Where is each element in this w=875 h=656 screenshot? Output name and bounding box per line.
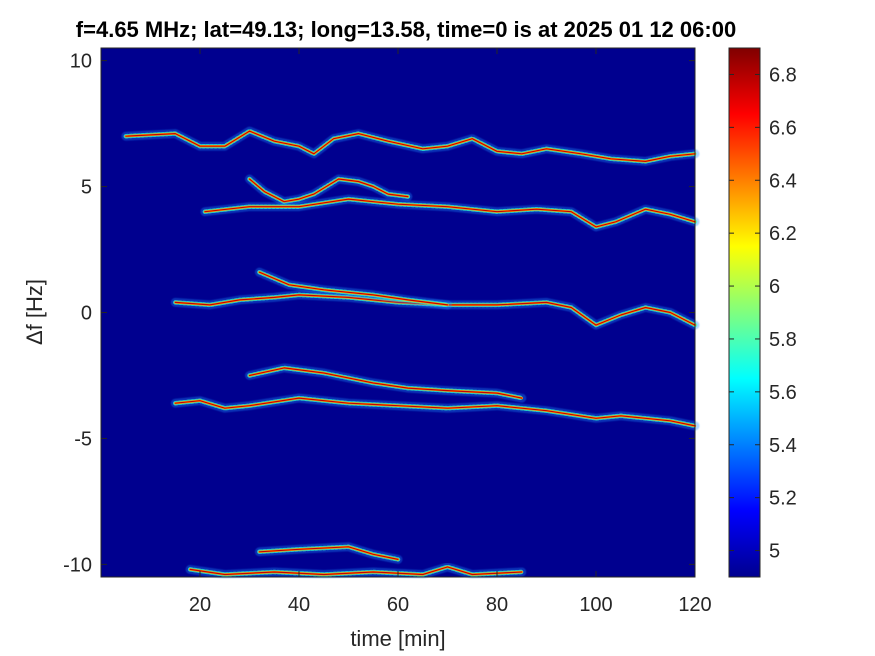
trace-d [170,290,700,330]
trace-i-core [258,546,399,560]
trace-h [185,562,527,579]
y-tick-label: -5 [74,428,92,450]
trace-e-core [258,271,449,306]
trace-b-core [248,178,409,203]
colorbar-tick-label: 5.2 [769,488,797,510]
x-tick-label: 120 [678,594,711,616]
x-axis-label: time [min] [350,626,445,651]
x-tick-label: 60 [387,594,409,616]
chart-title: f=4.65 MHz; lat=49.13; long=13.58, time=… [76,17,736,42]
colorbar-tick-label: 6.8 [769,64,797,86]
colorbar-tick-label: 6.4 [769,170,797,192]
colorbar-tick-label: 5.4 [769,435,797,457]
plot-area [101,48,695,577]
y-tick-label: -10 [63,554,92,576]
x-tick-label: 40 [288,594,310,616]
trace-g [245,363,527,403]
y-axis: 10 5 0 -5 -10 [63,51,695,576]
trace-c [200,194,700,232]
y-tick-label: 10 [70,51,92,73]
x-tick-label: 100 [579,594,612,616]
colorbar-tick-label: 5.8 [769,329,797,351]
trace-i [254,542,403,564]
trace-a [121,126,700,166]
y-tick-label: 0 [81,303,92,325]
trace-e [254,267,452,310]
trace-a-core [125,130,696,162]
colorbar-tick-label: 6 [769,276,780,298]
x-axis: 20 40 60 80 100 120 [189,48,712,616]
trace-layer [121,126,700,579]
colorbar-tick-label: 6.6 [769,117,797,139]
trace-f-core [174,397,696,427]
y-tick-label: 5 [81,177,92,199]
trace-d-core [174,294,696,326]
trace-h-core [189,566,523,576]
x-tick-label: 20 [189,594,211,616]
trace-c-core [204,198,696,228]
colorbar-axis: 5 5.2 5.4 5.6 5.8 6 6.2 6.4 6.6 6.8 [729,64,797,563]
colorbar [728,47,761,578]
trace-f [170,393,700,431]
colorbar-tick-label: 5 [769,541,780,563]
trace-g-core [248,367,523,399]
x-tick-label: 80 [486,594,508,616]
colorbar-tick-label: 5.6 [769,382,797,404]
trace-b [245,174,413,207]
y-axis-label: Δf [Hz] [22,279,47,345]
colorbar-tick-label: 6.2 [769,223,797,245]
